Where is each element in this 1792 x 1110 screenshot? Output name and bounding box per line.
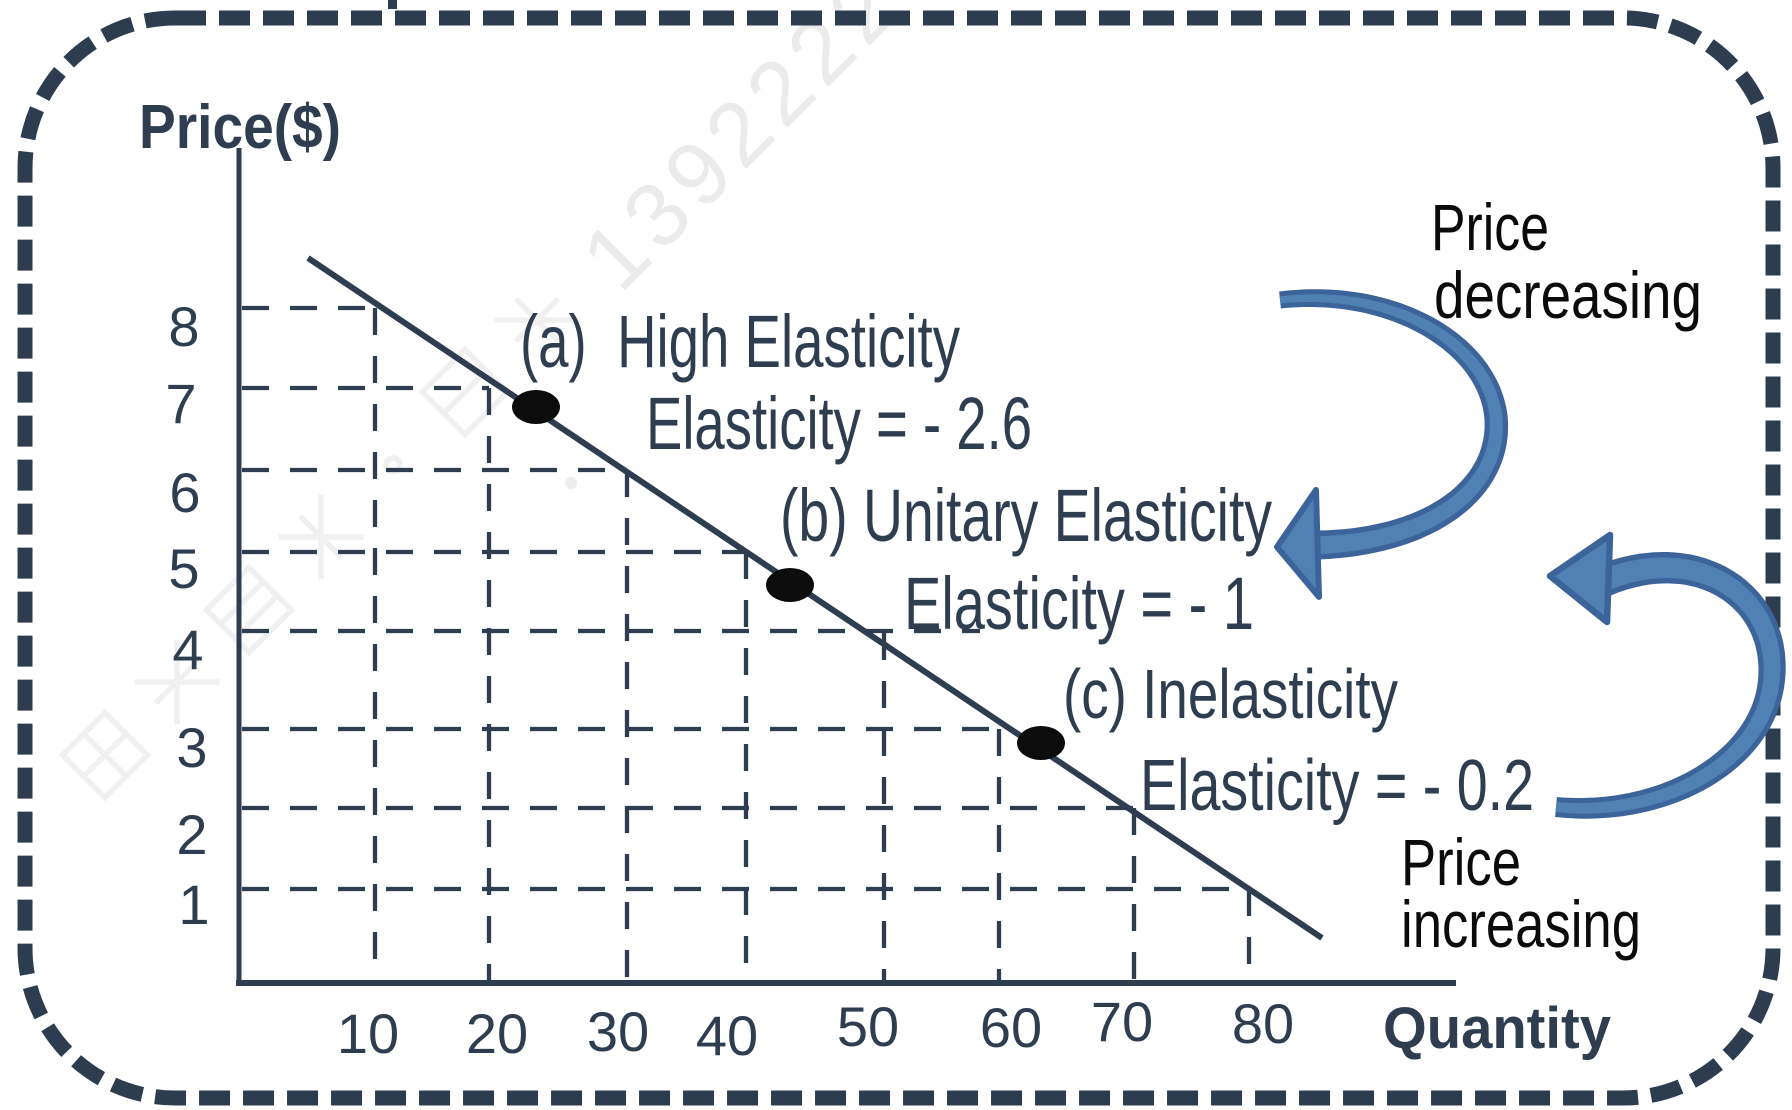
svg-text:Elasticity = - 2.6: Elasticity = - 2.6 xyxy=(646,382,1032,465)
svg-text:50: 50 xyxy=(837,995,899,1058)
svg-text:decreasing: decreasing xyxy=(1434,258,1702,332)
svg-text:Elasticity = - 1: Elasticity = - 1 xyxy=(904,562,1254,645)
svg-text:Price: Price xyxy=(1401,825,1521,899)
svg-text:60: 60 xyxy=(980,996,1042,1059)
svg-text:40: 40 xyxy=(696,1004,758,1067)
svg-text:6: 6 xyxy=(169,461,200,524)
svg-text:5: 5 xyxy=(168,537,199,600)
svg-text:10: 10 xyxy=(337,1002,399,1065)
svg-text:Elasticity = - 0.2: Elasticity = - 0.2 xyxy=(1140,746,1534,826)
svg-text:2: 2 xyxy=(176,803,207,866)
svg-text:Price($): Price($) xyxy=(139,93,341,162)
svg-text:30: 30 xyxy=(587,1000,649,1063)
svg-text:20: 20 xyxy=(466,1002,528,1065)
svg-text:1: 1 xyxy=(178,873,209,936)
svg-text:80: 80 xyxy=(1232,992,1294,1055)
svg-text:increasing: increasing xyxy=(1401,887,1641,961)
svg-text:8: 8 xyxy=(168,295,199,358)
svg-text:70: 70 xyxy=(1091,990,1153,1053)
svg-text:Price: Price xyxy=(1431,190,1549,264)
svg-text:(a) High Elasticity: (a) High Elasticity xyxy=(520,300,960,383)
svg-text:4: 4 xyxy=(172,618,203,681)
svg-text:7: 7 xyxy=(165,372,196,435)
svg-text:(b) Unitary Elasticity: (b) Unitary Elasticity xyxy=(780,474,1272,557)
svg-text:3: 3 xyxy=(176,716,207,779)
svg-text:Quantity: Quantity xyxy=(1383,996,1611,1061)
svg-text:(c) Inelasticity: (c) Inelasticity xyxy=(1063,655,1398,733)
